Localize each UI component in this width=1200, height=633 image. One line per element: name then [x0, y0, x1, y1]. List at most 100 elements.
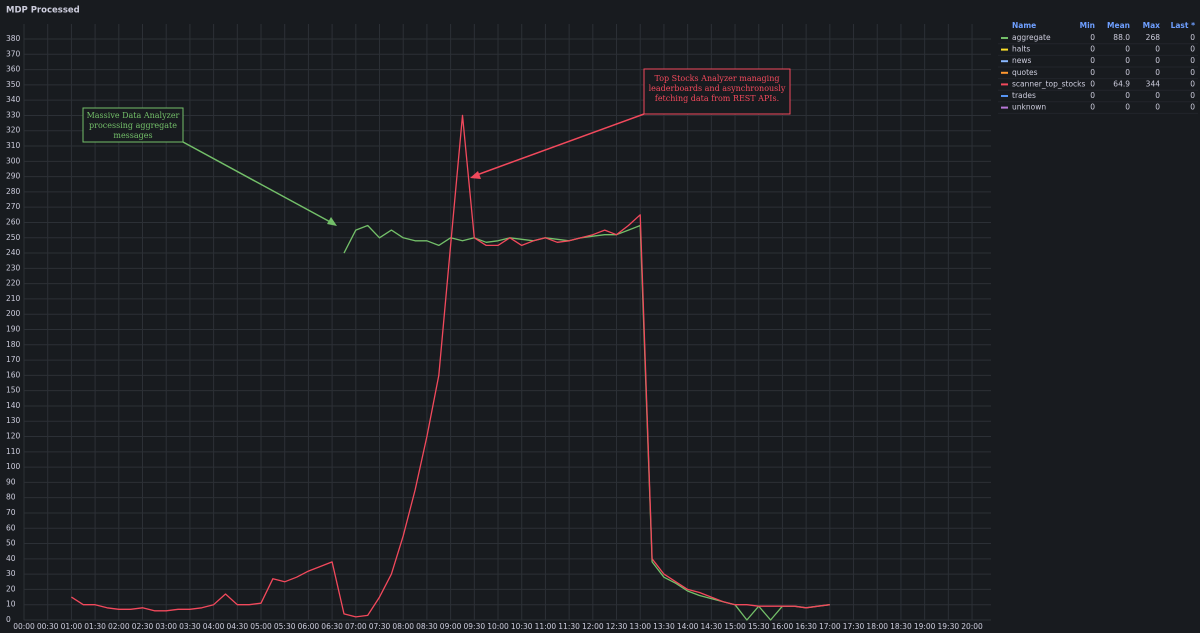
x-tick-label: 12:00	[582, 622, 604, 631]
x-tick-label: 02:00	[108, 622, 130, 631]
y-tick-label: 220	[6, 279, 21, 288]
legend-stat: 0	[1190, 56, 1195, 65]
legend-stat: 0	[1090, 45, 1095, 54]
x-tick-label: 07:30	[369, 622, 391, 631]
x-tick-label: 12:30	[606, 622, 628, 631]
annotation-arrow	[473, 113, 645, 177]
x-tick-label: 15:00	[724, 622, 746, 631]
y-tick-label: 350	[6, 80, 21, 89]
x-tick-label: 13:30	[653, 622, 675, 631]
y-tick-label: 260	[6, 217, 21, 226]
x-tick-label: 10:30	[511, 622, 533, 631]
y-tick-label: 10	[6, 600, 16, 609]
legend-stat: 0	[1090, 56, 1095, 65]
x-tick-label: 05:00	[250, 622, 272, 631]
y-tick-label: 20	[6, 584, 16, 593]
y-tick-label: 280	[6, 187, 21, 196]
legend-stat: 0	[1125, 56, 1130, 65]
x-tick-label: 08:00	[392, 622, 414, 631]
legend-name[interactable]: aggregate	[1012, 33, 1051, 42]
legend-name[interactable]: scanner_top_stocks	[1012, 79, 1086, 88]
legend-stat: 0	[1155, 91, 1160, 100]
legend-stat: 344	[1146, 79, 1161, 88]
x-tick-label: 17:00	[819, 622, 841, 631]
y-tick-label: 0	[6, 615, 11, 624]
legend-name[interactable]: unknown	[1012, 103, 1046, 112]
annotation-text: messages	[113, 131, 152, 140]
x-tick-label: 05:30	[274, 622, 296, 631]
x-tick-label: 04:30	[226, 622, 248, 631]
legend-stat: 0	[1190, 45, 1195, 54]
plot	[71, 114, 830, 621]
y-tick-label: 240	[6, 248, 21, 257]
y-tick-label: 330	[6, 110, 21, 119]
y-tick-label: 40	[6, 554, 16, 563]
y-tick-label: 200	[6, 309, 21, 318]
x-tick-label: 03:30	[179, 622, 201, 631]
legend-name[interactable]: news	[1012, 56, 1032, 65]
legend-stat: 0	[1190, 33, 1195, 42]
legend-stat: 0	[1190, 91, 1195, 100]
legend-stat: 0	[1155, 103, 1160, 112]
x-tick-label: 06:00	[298, 622, 320, 631]
y-tick-label: 360	[6, 65, 21, 74]
annotation-box	[82, 107, 184, 143]
annotation-text: fetching data from REST APIs.	[655, 94, 779, 103]
legend-stat: 0	[1190, 79, 1195, 88]
x-tick-label: 01:00	[61, 622, 83, 631]
y-tick-label: 320	[6, 126, 21, 135]
x-tick-label: 20:00	[961, 622, 983, 631]
legend-stat: 0	[1125, 45, 1130, 54]
legend-stat: 0	[1090, 68, 1095, 77]
legend-stat: 0	[1090, 79, 1095, 88]
y-tick-label: 60	[6, 523, 16, 532]
arrow-head	[327, 217, 337, 226]
y-tick-label: 110	[6, 447, 21, 456]
y-tick-label: 230	[6, 263, 21, 272]
y-tick-label: 70	[6, 508, 16, 517]
y-tick-label: 160	[6, 370, 21, 379]
x-tick-label: 01:30	[84, 622, 106, 631]
x-tick-label: 15:30	[748, 622, 770, 631]
x-tick-label: 02:30	[132, 622, 154, 631]
x-tick-label: 19:00	[914, 622, 936, 631]
x-tick-label: 07:00	[345, 622, 367, 631]
x-tick-label: 16:30	[795, 622, 817, 631]
legend-header: Name	[1012, 21, 1036, 30]
series-line	[71, 114, 830, 618]
x-tick-label: 10:00	[487, 622, 509, 631]
legend-stat: 0	[1125, 68, 1130, 77]
x-tick-label: 09:00	[440, 622, 462, 631]
legend-header: Last *	[1171, 21, 1196, 30]
x-tick-label: 18:30	[890, 622, 912, 631]
legend-stat: 64.9	[1113, 79, 1130, 88]
annotation-box	[643, 68, 791, 115]
legend-name[interactable]: quotes	[1012, 68, 1038, 77]
legend-stat: 0	[1155, 68, 1160, 77]
y-tick-label: 300	[6, 156, 21, 165]
x-tick-label: 11:00	[535, 622, 557, 631]
legend-stat: 0	[1125, 91, 1130, 100]
legend-name[interactable]: halts	[1012, 45, 1030, 54]
x-tick-label: 13:00	[629, 622, 651, 631]
y-tick-label: 100	[6, 462, 21, 471]
y-tick-label: 250	[6, 233, 21, 242]
y-tick-label: 180	[6, 340, 21, 349]
x-tick-label: 06:30	[321, 622, 343, 631]
legend-header: Min	[1080, 21, 1095, 30]
y-tick-label: 130	[6, 416, 21, 425]
annotation-text: processing aggregate	[89, 121, 177, 130]
y-tick-label: 30	[6, 569, 16, 578]
x-tick-label: 04:00	[203, 622, 225, 631]
legend-stat: 0	[1155, 56, 1160, 65]
x-tick-label: 03:00	[155, 622, 177, 631]
y-tick-label: 210	[6, 294, 21, 303]
y-tick-label: 140	[6, 401, 21, 410]
x-tick-label: 16:00	[772, 622, 794, 631]
legend-name[interactable]: trades	[1012, 91, 1036, 100]
x-tick-label: 00:00	[13, 622, 35, 631]
y-tick-label: 50	[6, 539, 16, 548]
arrow-head	[470, 171, 481, 179]
legend-header: Mean	[1107, 21, 1130, 30]
